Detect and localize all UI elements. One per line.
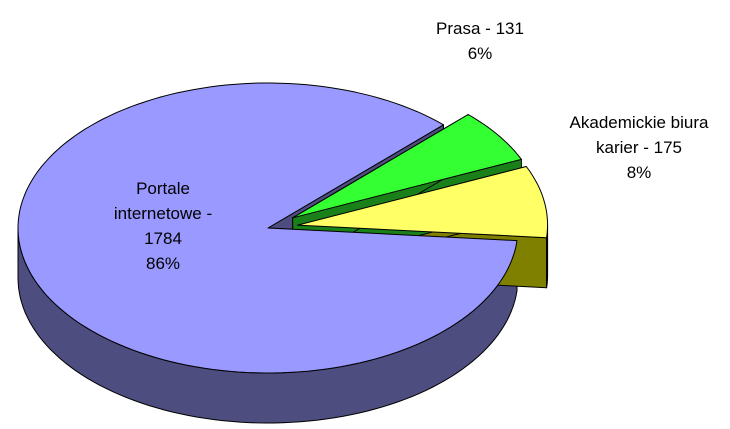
slice-label: Akademickie biura karier - 175 8%: [546, 110, 730, 185]
category-label: Akademickie biura karier - 175: [569, 113, 709, 157]
category-label: Prasa - 131: [436, 19, 524, 38]
slice: [297, 166, 549, 239]
slice: [17, 82, 518, 374]
percent-label: 8%: [626, 163, 652, 182]
category-label: Portale internetowe - 1784: [113, 179, 213, 248]
slice: [292, 114, 522, 219]
percent-label: 6%: [467, 44, 493, 63]
percent-label: 86%: [145, 254, 181, 273]
slice-label: Portale internetowe - 1784 86%: [98, 176, 228, 276]
slice-label: Prasa - 131 6%: [400, 16, 560, 66]
